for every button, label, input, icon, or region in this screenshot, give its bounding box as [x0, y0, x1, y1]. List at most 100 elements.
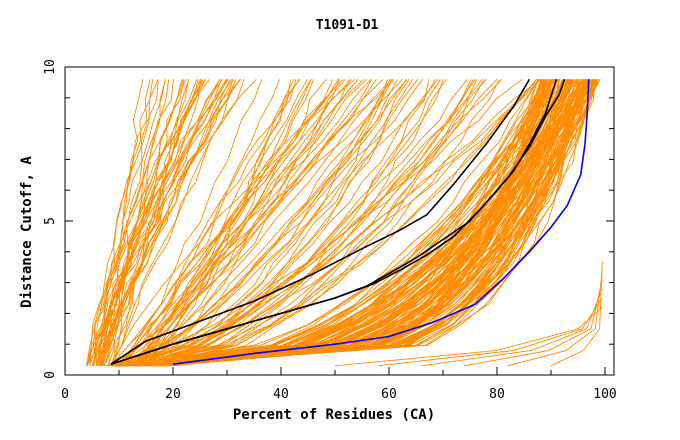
background-model-line [98, 79, 241, 366]
background-model-line [159, 79, 573, 367]
background-model-line [161, 79, 595, 367]
x-tick-label: 0 [61, 387, 69, 402]
x-tick-label: 20 [165, 387, 181, 402]
x-tick-label: 80 [489, 387, 505, 402]
background-model-line [152, 79, 391, 367]
background-model-line [137, 79, 589, 367]
background-model-line [132, 79, 599, 367]
background-model-line [160, 79, 540, 367]
background-model-line [161, 79, 596, 367]
background-model-line [107, 79, 144, 366]
y-tick-label: 0 [43, 371, 58, 379]
background-model-line [138, 79, 474, 367]
background-model-line [141, 78, 392, 367]
background-model-line [122, 79, 419, 367]
background-model-line [129, 79, 540, 367]
background-model-line [159, 79, 588, 367]
background-model-line [125, 79, 408, 367]
background-model-line [120, 79, 546, 367]
background-model-line [166, 79, 576, 367]
background-model-line [86, 79, 189, 366]
axis-ticks [64, 66, 614, 376]
background-model-line [117, 79, 594, 367]
series-line-highlight-a [110, 78, 531, 365]
background-model-line [158, 79, 571, 367]
background-model-line [154, 79, 414, 367]
background-model-line [112, 79, 589, 367]
background-model-line [116, 79, 301, 367]
background-model-line [132, 79, 546, 367]
background-model-line [110, 79, 339, 367]
background-model-line [120, 79, 263, 367]
background-model-line [103, 79, 201, 366]
background-model-line [129, 79, 483, 367]
background-model-line [127, 79, 408, 367]
background-model-line [132, 79, 297, 367]
background-model-line [110, 78, 344, 367]
background-model-line [117, 79, 447, 367]
background-model-line [89, 79, 206, 366]
background-model-line [151, 78, 541, 367]
highlight-series-group [110, 78, 590, 365]
y-tick-label: 5 [43, 217, 58, 225]
x-tick-label: 60 [381, 387, 397, 402]
background-model-line [157, 79, 485, 367]
background-model-line [109, 79, 588, 367]
background-model-line [156, 79, 590, 367]
background-model-line [143, 79, 292, 367]
background-model-line [132, 78, 368, 367]
background-model-line [151, 79, 410, 367]
background-series-group [86, 78, 603, 367]
background-model-line [334, 306, 603, 367]
background-model-line [132, 79, 575, 367]
background-model-line [149, 79, 312, 366]
chart-title: T1091-D1 [316, 18, 379, 33]
x-tick-label: 100 [593, 387, 616, 402]
background-model-line [166, 79, 569, 367]
background-model-line [96, 79, 204, 366]
background-model-line [133, 79, 545, 367]
background-model-line [133, 79, 441, 367]
y-tick-label: 10 [43, 59, 58, 75]
background-model-line [168, 79, 583, 367]
x-tick-label: 40 [273, 387, 289, 402]
background-model-line [130, 79, 555, 367]
background-model-line [148, 79, 596, 367]
background-model-line [138, 79, 340, 367]
background-model-line [152, 79, 573, 367]
background-model-line [550, 260, 603, 367]
background-model-line [113, 79, 190, 366]
background-model-line [141, 79, 538, 367]
background-model-line [115, 79, 588, 367]
background-model-line [145, 79, 295, 367]
background-model-line [155, 79, 545, 367]
background-model-line [117, 78, 384, 367]
x-axis-title: Percent of Residues (CA) [233, 407, 435, 423]
background-model-line [116, 79, 340, 367]
background-model-line [86, 79, 228, 367]
background-model-line [110, 78, 372, 367]
background-model-line [102, 79, 184, 366]
background-model-line [92, 79, 170, 366]
background-model-line [137, 79, 430, 367]
background-model-line [99, 79, 159, 366]
background-model-line [111, 79, 237, 367]
background-model-line [152, 79, 548, 367]
background-model-line [122, 79, 346, 367]
series-line-best [172, 79, 590, 365]
background-model-line [123, 79, 565, 367]
background-model-line [101, 79, 185, 366]
background-model-line [116, 79, 391, 367]
axis-tick-labels: 0 20 40 60 80 100 0 5 10 [43, 59, 617, 402]
background-model-line [109, 79, 595, 367]
background-model-line [118, 79, 590, 367]
background-model-line [104, 79, 221, 366]
background-model-line [125, 79, 472, 367]
background-model-line [130, 79, 537, 367]
background-model-line [507, 270, 603, 367]
background-model-line [99, 79, 202, 366]
background-model-line [126, 79, 500, 367]
y-axis-title: Distance Cutoff, A [19, 156, 35, 308]
background-model-line [464, 279, 603, 367]
